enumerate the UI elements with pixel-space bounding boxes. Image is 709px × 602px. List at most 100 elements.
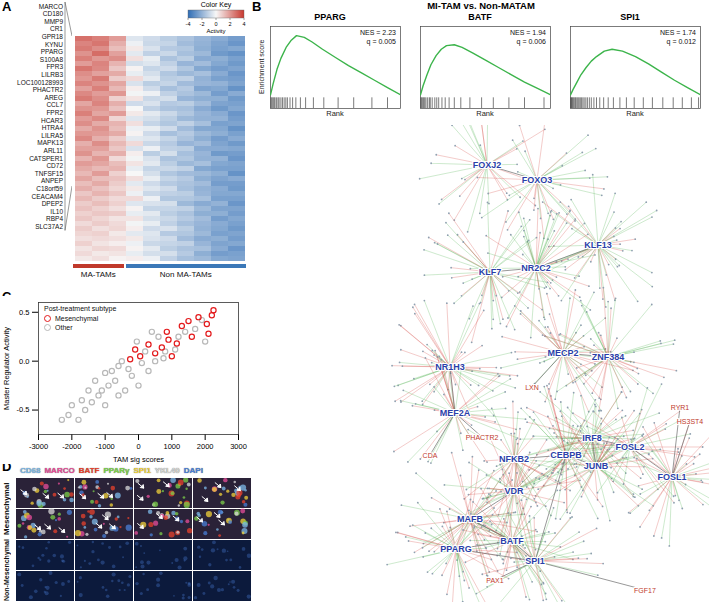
svg-text:S100A8: S100A8 bbox=[40, 56, 64, 63]
svg-text:ZNF384: ZNF384 bbox=[592, 352, 625, 362]
svg-text:NFKB2: NFKB2 bbox=[499, 454, 529, 464]
svg-text:3000: 3000 bbox=[230, 442, 247, 451]
svg-text:CCL7: CCL7 bbox=[46, 101, 63, 108]
svg-text:CDA: CDA bbox=[423, 452, 438, 459]
html-text:Mesenchymal: Mesenchymal bbox=[55, 315, 99, 322]
svg-text:CD180: CD180 bbox=[43, 10, 64, 17]
svg-text:VDR: VDR bbox=[504, 486, 524, 496]
svg-text:FOXO3: FOXO3 bbox=[522, 175, 553, 185]
svg-text:MAPK13: MAPK13 bbox=[37, 139, 63, 146]
html-text:B: B bbox=[252, 0, 262, 14]
svg-text:LOC100128993: LOC100128993 bbox=[17, 79, 63, 86]
svg-text:HTRA4: HTRA4 bbox=[42, 124, 64, 131]
svg-text:BATF: BATF bbox=[500, 536, 524, 546]
svg-text:HCAR3: HCAR3 bbox=[41, 117, 63, 124]
svg-text:KLF13: KLF13 bbox=[584, 240, 612, 250]
html-text:PPARG: PPARG bbox=[314, 12, 346, 22]
html-text:NES = 1.94: NES = 1.94 bbox=[510, 29, 546, 36]
svg-text:PPARG: PPARG bbox=[41, 48, 63, 55]
html-text:BATF: BATF bbox=[468, 12, 492, 22]
svg-text:FOXJ2: FOXJ2 bbox=[473, 160, 502, 170]
html-text:D: D bbox=[2, 459, 12, 474]
html-text:MI-TAM vs. Non-MATAM: MI-TAM vs. Non-MATAM bbox=[427, 0, 535, 11]
svg-text:-3000: -3000 bbox=[29, 442, 48, 451]
svg-text:C18orf59: C18orf59 bbox=[36, 185, 63, 192]
svg-text:MARCO: MARCO bbox=[39, 3, 63, 10]
svg-text:TNFSF15: TNFSF15 bbox=[35, 170, 64, 177]
svg-text:PHACTR2: PHACTR2 bbox=[466, 434, 499, 441]
svg-text:PAX1: PAX1 bbox=[486, 577, 503, 584]
svg-text:0: 0 bbox=[214, 21, 217, 27]
svg-text:CD72: CD72 bbox=[46, 162, 63, 169]
svg-text:NR2C2: NR2C2 bbox=[521, 263, 551, 273]
svg-text:NR1H3: NR1H3 bbox=[435, 362, 465, 372]
svg-text:CATSPER1: CATSPER1 bbox=[29, 155, 63, 162]
svg-text:HS3ST4: HS3ST4 bbox=[677, 418, 704, 425]
svg-text:JUNB: JUNB bbox=[584, 461, 609, 471]
svg-text:CEBPB: CEBPB bbox=[550, 450, 582, 460]
html-text:NES = 2.23: NES = 2.23 bbox=[360, 29, 396, 36]
html-text:Rank: Rank bbox=[476, 109, 494, 118]
svg-text:KYNU: KYNU bbox=[45, 41, 63, 48]
html-text:q = 0.012: q = 0.012 bbox=[666, 38, 696, 45]
html-text:MA-TAMs: MA-TAMs bbox=[80, 270, 116, 279]
svg-text:LXN: LXN bbox=[525, 384, 539, 391]
svg-text:MAFB: MAFB bbox=[457, 514, 483, 524]
svg-text:FGF17: FGF17 bbox=[634, 587, 656, 594]
svg-text:0.0: 0.0 bbox=[19, 357, 29, 366]
svg-text:FPR3: FPR3 bbox=[46, 63, 63, 70]
html-text:q = 0.006: q = 0.006 bbox=[516, 38, 546, 45]
html-text:C: C bbox=[2, 289, 12, 304]
svg-text:Master Regulator Activity: Master Regulator Activity bbox=[2, 327, 11, 410]
svg-text:0: 0 bbox=[136, 442, 140, 451]
svg-text:LILRB3: LILRB3 bbox=[41, 71, 63, 78]
html-text:Rank: Rank bbox=[326, 109, 344, 118]
html-text:A: A bbox=[2, 0, 12, 14]
svg-text:KLF7: KLF7 bbox=[479, 267, 502, 277]
svg-text:SLC37A2: SLC37A2 bbox=[35, 223, 63, 230]
svg-text:GPR18: GPR18 bbox=[42, 33, 64, 40]
html-text:Enrichment score: Enrichment score bbox=[258, 39, 265, 95]
svg-text:-0.5: -0.5 bbox=[17, 405, 30, 414]
html-text:q = 0.005: q = 0.005 bbox=[366, 38, 396, 45]
svg-text:-1000: -1000 bbox=[96, 442, 115, 451]
svg-text:IRF8: IRF8 bbox=[582, 433, 602, 443]
svg-text:PHACTR2: PHACTR2 bbox=[33, 86, 64, 93]
svg-text:4: 4 bbox=[242, 21, 245, 27]
svg-text:CR1: CR1 bbox=[50, 25, 63, 32]
svg-text:FOSL2: FOSL2 bbox=[615, 442, 644, 452]
svg-text:MMP9: MMP9 bbox=[44, 18, 63, 25]
html-text:CD68 MARCO BATF PPARγ SPI1 YKL: CD68 MARCO BATF PPARγ SPI1 YKL40 DAPI bbox=[20, 466, 203, 475]
svg-text:0.5: 0.5 bbox=[19, 308, 29, 317]
html-text:Post-treatment subtype: Post-treatment subtype bbox=[44, 305, 117, 312]
svg-text:ARL11: ARL11 bbox=[44, 147, 64, 154]
svg-text:Color Key: Color Key bbox=[201, 1, 232, 9]
html-text:NES = 1.74: NES = 1.74 bbox=[660, 29, 696, 36]
svg-text:RBP4: RBP4 bbox=[46, 215, 63, 222]
svg-text:PPARG: PPARG bbox=[440, 544, 471, 554]
svg-text:CEACAM4: CEACAM4 bbox=[32, 193, 64, 200]
svg-text:1000: 1000 bbox=[163, 442, 180, 451]
svg-text:IL10: IL10 bbox=[50, 208, 63, 215]
svg-text:FOSL1: FOSL1 bbox=[657, 472, 686, 482]
svg-text:SPI1: SPI1 bbox=[525, 556, 545, 566]
svg-text:DPEP2: DPEP2 bbox=[42, 200, 64, 207]
html-text:Rank: Rank bbox=[626, 109, 644, 118]
svg-text:2000: 2000 bbox=[197, 442, 214, 451]
html-text:SPI1: SPI1 bbox=[620, 12, 640, 22]
html-text:Mesenchymal: Mesenchymal bbox=[2, 482, 11, 535]
svg-text:ANPEP: ANPEP bbox=[41, 177, 63, 184]
svg-text:FPR2: FPR2 bbox=[46, 109, 63, 116]
svg-text:Activity: Activity bbox=[206, 28, 225, 34]
svg-text:MEF2A: MEF2A bbox=[440, 408, 471, 418]
svg-text:LILRA5: LILRA5 bbox=[41, 132, 63, 139]
svg-text:-4: -4 bbox=[186, 21, 191, 27]
html-text:Non MA-TAMs: Non MA-TAMs bbox=[159, 270, 212, 279]
svg-text:2: 2 bbox=[228, 21, 231, 27]
svg-text:RYR1: RYR1 bbox=[671, 404, 690, 411]
svg-text:MECP2: MECP2 bbox=[547, 348, 578, 358]
svg-text:TAM sig scores: TAM sig scores bbox=[113, 455, 164, 464]
svg-text:-2: -2 bbox=[200, 21, 205, 27]
svg-text:AREG: AREG bbox=[45, 94, 63, 101]
svg-text:-2000: -2000 bbox=[62, 442, 81, 451]
